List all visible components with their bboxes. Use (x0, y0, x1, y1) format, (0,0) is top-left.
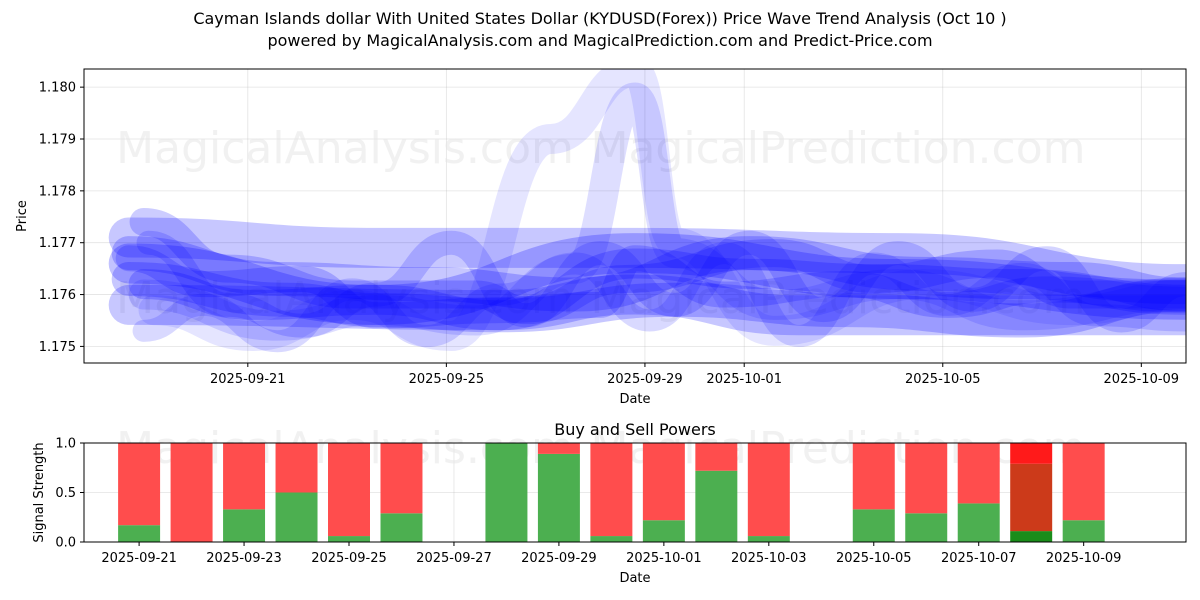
sell-bar (328, 443, 370, 537)
wave-line (128, 248, 1186, 331)
x-tick-label: 2025-09-29 (607, 372, 683, 387)
buy-bar (380, 513, 423, 542)
wave-line (108, 233, 1186, 325)
y-tick-label: 1.175 (39, 340, 76, 355)
buy-bar (1010, 531, 1053, 542)
mixed-bar (1010, 463, 1053, 532)
buy-bar (328, 536, 370, 542)
buy-bar (852, 509, 895, 542)
x-tick-label: 2025-09-29 (521, 551, 597, 566)
sell-bar (223, 443, 266, 510)
x-tick-label: 2025-09-27 (416, 551, 492, 566)
y-tick-label: 1.177 (39, 236, 76, 251)
wave-line (128, 82, 1186, 341)
buy-bar (118, 525, 161, 542)
x-axis-label: Date (619, 571, 650, 586)
watermark-prediction: MagicalPrediction.com (591, 123, 1086, 174)
wave-line (136, 230, 1186, 338)
x-tick-label: 2025-10-07 (941, 551, 1017, 566)
sell-bar (118, 443, 161, 526)
sell-bar (1062, 443, 1105, 521)
wave-line (111, 236, 1186, 312)
wave-line (111, 262, 1186, 338)
plot-frame (83, 68, 1187, 364)
sell-bar (642, 443, 685, 521)
sell-bar (170, 443, 213, 542)
x-axis-label: Date (619, 392, 650, 407)
buy-bar (1062, 520, 1105, 542)
x-tick-label: 2025-09-21 (101, 551, 177, 566)
y-tick-label: 1.176 (39, 288, 76, 303)
wave-line (108, 217, 1186, 305)
wave-line (108, 274, 1186, 336)
wave-line (138, 69, 1186, 352)
y-tick-label: 1.0 (55, 437, 76, 452)
sell-bar (380, 443, 423, 514)
buy-bar (537, 453, 580, 542)
y-tick-label: 1.180 (39, 81, 76, 96)
buy-bar (747, 536, 790, 542)
wave-line (115, 245, 1186, 329)
x-tick-label: 2025-09-21 (210, 372, 286, 387)
sell-bar (852, 443, 895, 510)
panel-title: Buy and Sell Powers (554, 420, 716, 439)
x-tick-label: 2025-10-05 (905, 372, 981, 387)
x-tick-label: 2025-09-23 (206, 551, 282, 566)
buy-bar (642, 520, 685, 542)
x-tick-label: 2025-09-25 (409, 372, 485, 387)
x-tick-label: 2025-10-01 (706, 372, 782, 387)
x-tick-label: 2025-10-03 (731, 551, 807, 566)
watermark-prediction: MagicalPrediction.com (591, 273, 1086, 324)
y-tick-label: 0.0 (55, 536, 76, 551)
y-tick-label: 1.178 (39, 184, 76, 199)
bar-group (118, 443, 1105, 542)
x-tick-label: 2025-10-09 (1104, 372, 1180, 387)
plot-background (84, 69, 1186, 363)
sell-bar (590, 443, 633, 537)
price-wave-panel: MagicalAnalysis.com MagicalPrediction.com… (15, 68, 1187, 407)
x-tick-label: 2025-10-09 (1046, 551, 1122, 566)
sell-bar (695, 443, 738, 471)
wave-line (132, 242, 1186, 353)
sell-bar (537, 443, 580, 454)
y-axis-label: Price (15, 200, 30, 232)
sell-bar (957, 443, 1000, 504)
y-tick-label: 0.5 (55, 486, 76, 501)
y-axis-label: Signal Strength (32, 442, 47, 542)
buy-sell-panel: MagicalAnalysis.comMagicalPrediction.com… (32, 420, 1187, 586)
buy-bar (275, 492, 318, 542)
sell-bar (905, 443, 948, 514)
sell-bar (275, 443, 318, 493)
y-tick-label: 1.179 (39, 133, 76, 148)
buy-bar (957, 503, 1000, 542)
buy-bar (485, 443, 528, 542)
chart-title-line-1: Cayman Islands dollar With United States… (193, 9, 1007, 28)
x-tick-label: 2025-09-25 (311, 551, 387, 566)
sell-bar (747, 443, 790, 537)
x-tick-label: 2025-10-01 (626, 551, 702, 566)
wave-line (129, 207, 1186, 325)
sell-bar (1010, 443, 1053, 464)
x-tick-label: 2025-10-05 (836, 551, 912, 566)
buy-bar (905, 513, 948, 542)
buy-bar (695, 470, 738, 542)
wave-series-group (108, 69, 1186, 353)
buy-bar (223, 509, 266, 542)
chart-title-line-2: powered by MagicalAnalysis.com and Magic… (267, 31, 933, 50)
plot-background (84, 443, 1186, 542)
watermark-analysis: MagicalAnalysis.com (116, 273, 574, 324)
buy-bar (590, 536, 633, 542)
watermark-analysis: MagicalAnalysis.com (116, 123, 574, 174)
